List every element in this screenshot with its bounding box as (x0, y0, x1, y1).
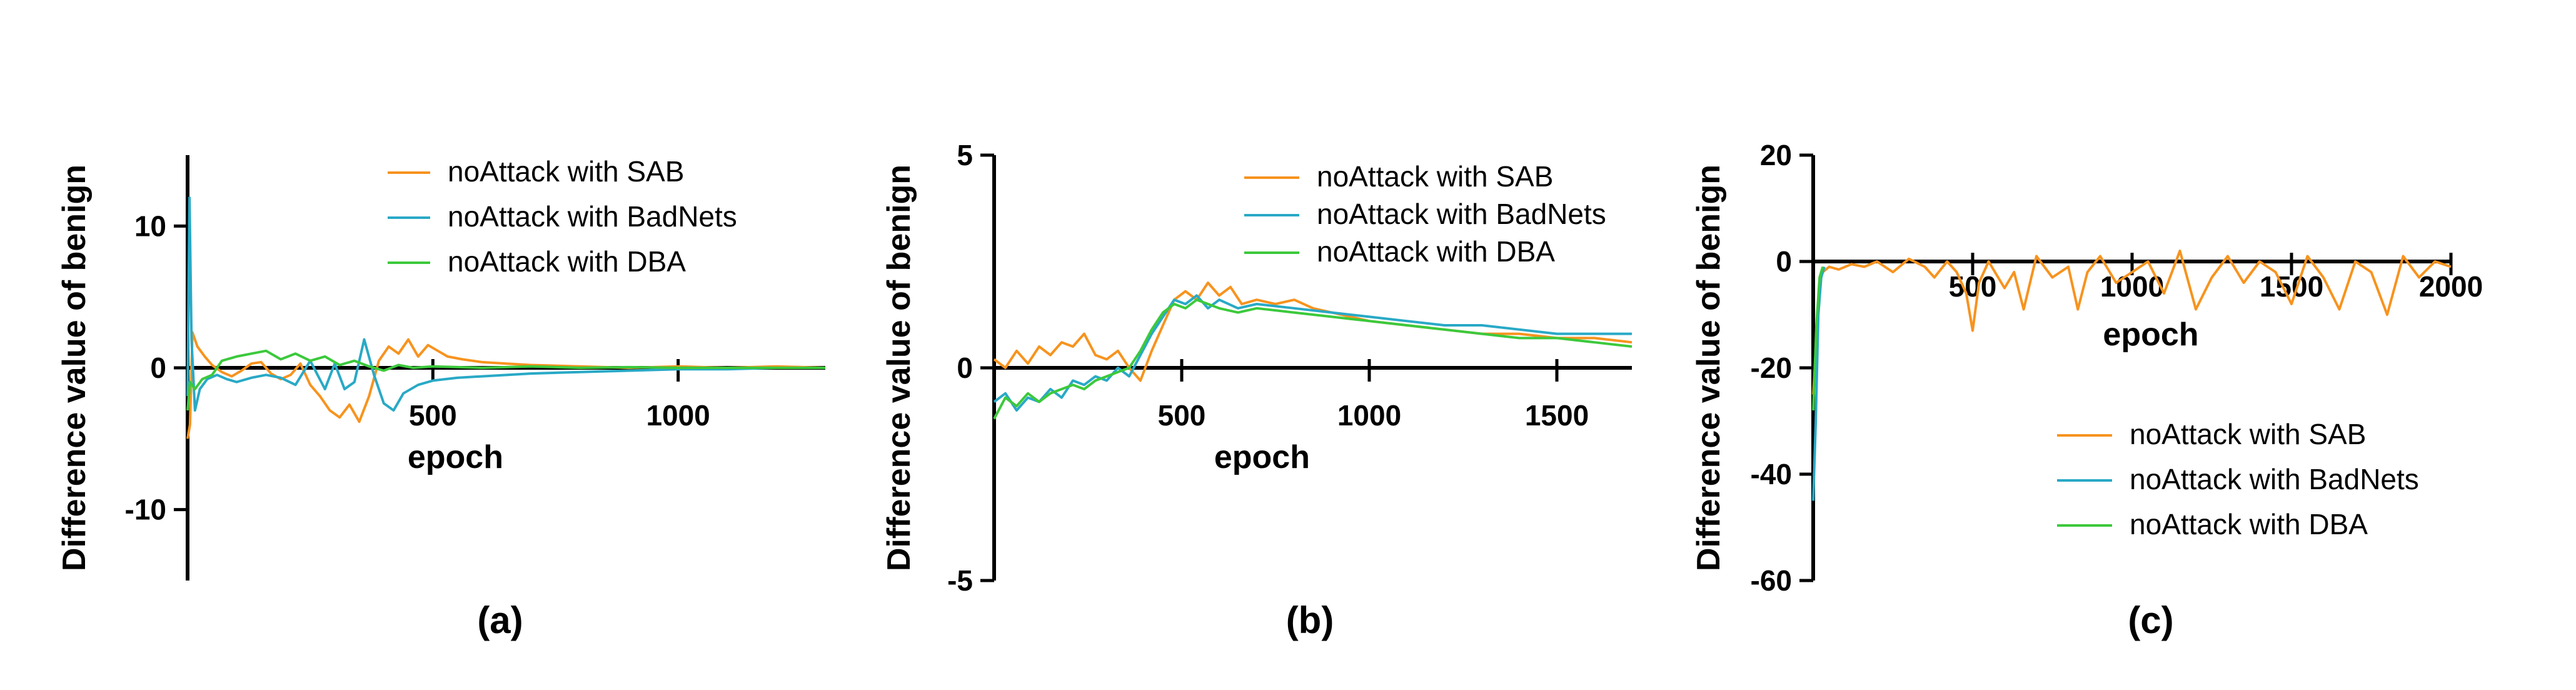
legend-label-1: noAttack with SAB (1317, 160, 1553, 193)
legend: noAttack with SAB noAttack with BadNets no… (2057, 418, 2419, 540)
x-tick-label: 1000 (1337, 399, 1401, 432)
y-axis-label: Difference value of benign (56, 165, 93, 571)
x-tick-label: 500 (1949, 270, 1997, 303)
x-tick-label: 500 (1158, 399, 1206, 432)
legend-label-1: noAttack with SAB (2130, 418, 2366, 450)
panel-label: (b) (1286, 599, 1334, 641)
legend-label-3: noAttack with DBA (1317, 235, 1555, 268)
legend-label-3: noAttack with DBA (448, 245, 686, 278)
series-line-2 (186, 196, 825, 412)
x-axis-label: epoch (1214, 439, 1310, 475)
series-line-3 (993, 298, 1633, 420)
panel-label: (c) (2128, 599, 2173, 641)
y-tick-label: 5 (957, 139, 973, 171)
y-tick-label: 0 (150, 352, 166, 384)
y-tick-label: -5 (947, 564, 973, 597)
y-tick-label: 0 (957, 352, 973, 384)
x-tick-label: 2000 (2419, 270, 2483, 303)
chart-panel-2: 5 0 -5 500 1000 1500 epoch Difference value of … (881, 139, 1633, 641)
series-line-2 (993, 294, 1632, 412)
series-line-3 (186, 349, 825, 411)
legend-label-2: noAttack with BadNets (2130, 463, 2419, 495)
x-tick-label: 1000 (646, 399, 710, 432)
x-tick-label: 1500 (1525, 399, 1589, 432)
y-tick-label: 0 (1776, 245, 1792, 278)
legend-label-1: noAttack with SAB (448, 155, 684, 188)
x-axis-label: epoch (408, 439, 503, 475)
panel-label: (a) (477, 599, 523, 641)
x-tick-label: 1500 (2260, 270, 2323, 303)
y-axis-label: Difference value of benign (881, 165, 917, 571)
legend-label-3: noAttack with DBA (2130, 508, 2368, 540)
y-tick-label: 10 (134, 210, 166, 242)
y-tick-label: 20 (1760, 139, 1792, 171)
y-axis-label: Difference value of benign (1691, 165, 1727, 571)
x-tick-label: 500 (409, 399, 457, 432)
legend: noAttack with SAB noAttack with BadNets no… (1244, 160, 1606, 268)
y-tick-label: -10 (125, 494, 166, 526)
x-axis-label: epoch (2103, 317, 2198, 353)
chart-panel-1: 10 0 -10 500 1000 epoch Difference value of be… (56, 155, 826, 641)
legend: noAttack with SAB noAttack with BadNets no… (388, 155, 737, 278)
legend-label-2: noAttack with BadNets (1317, 198, 1606, 230)
y-tick-label: -20 (1751, 352, 1792, 384)
series-line-1 (186, 331, 826, 439)
y-tick-label: -40 (1751, 458, 1792, 490)
series-line-3 (1812, 266, 1824, 411)
y-tick-label: -60 (1751, 564, 1792, 597)
legend-label-2: noAttack with BadNets (448, 200, 737, 233)
series-line-1 (1812, 250, 2452, 395)
